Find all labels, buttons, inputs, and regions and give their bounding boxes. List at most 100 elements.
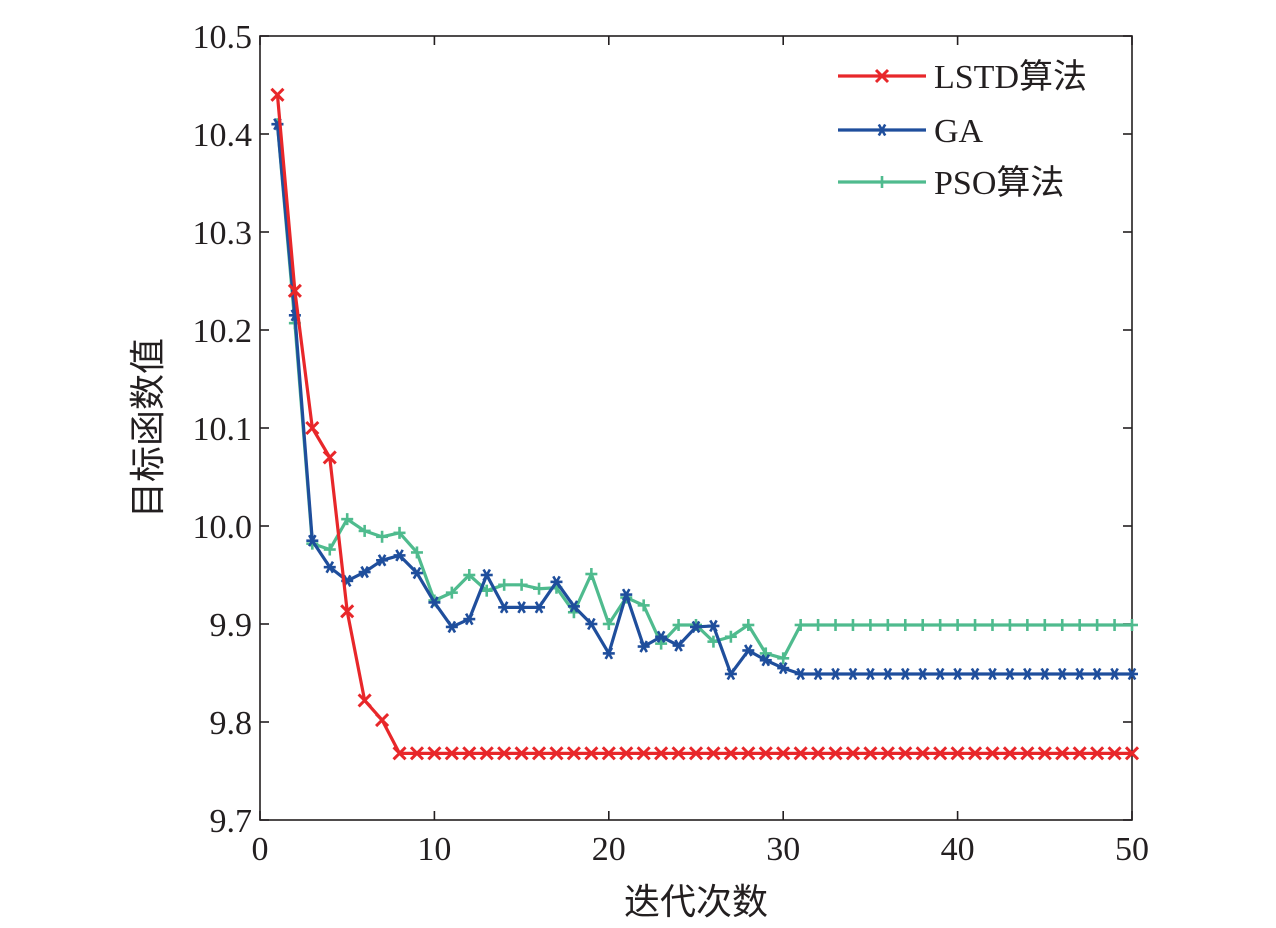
data-point-ga <box>881 667 894 681</box>
data-point-lstd <box>392 746 407 761</box>
data-point-pso <box>881 618 894 631</box>
data-point-lstd <box>636 746 651 761</box>
legend-label: PSO算法 <box>934 164 1064 202</box>
data-point-lstd <box>549 746 564 761</box>
series-pso <box>271 118 1138 665</box>
legend-item-lstd: LSTD算法 <box>838 58 1087 96</box>
data-point-ga <box>515 601 528 614</box>
data-point-lstd <box>1020 746 1035 761</box>
data-point-pso <box>759 647 772 660</box>
series-layer <box>270 87 1140 761</box>
data-point-ga <box>463 612 476 626</box>
data-point-pso <box>1021 618 1034 631</box>
data-point-pso <box>602 618 615 630</box>
data-point-pso <box>655 637 668 650</box>
x-tick-label: 20 <box>592 831 626 868</box>
data-point-lstd <box>671 746 686 761</box>
data-point-ga <box>812 667 825 681</box>
data-point-ga <box>829 667 842 681</box>
data-point-lstd <box>688 746 704 761</box>
data-point-ga <box>306 534 319 547</box>
series-line-pso <box>275 124 1132 660</box>
data-point-ga <box>969 667 982 681</box>
data-point-lstd <box>479 746 494 761</box>
data-point-lstd <box>357 693 372 708</box>
data-point-lstd <box>619 746 634 761</box>
x-tick-label: 40 <box>941 831 975 868</box>
data-point-ga <box>445 620 458 634</box>
data-point-pso <box>1003 618 1016 631</box>
data-point-lstd <box>723 746 738 761</box>
x-axis-title: 迭代次数 <box>624 882 768 923</box>
data-point-pso <box>1073 618 1086 631</box>
data-point-ga <box>707 619 720 633</box>
data-point-pso <box>498 578 511 591</box>
data-point-pso <box>1091 618 1104 631</box>
data-point-pso <box>951 618 964 631</box>
data-point-lstd <box>270 87 285 102</box>
data-point-pso <box>515 578 528 591</box>
data-point-pso <box>672 618 685 631</box>
data-point-lstd <box>898 746 913 761</box>
data-point-pso <box>323 543 336 556</box>
data-point-lstd <box>409 746 425 761</box>
data-point-pso <box>864 618 877 631</box>
series-ga <box>271 118 1138 681</box>
x-tick-label: 0 <box>252 831 269 868</box>
data-point-lstd <box>950 746 965 761</box>
x-tick-label: 50 <box>1115 831 1149 868</box>
data-point-pso <box>846 618 859 631</box>
legend-label: LSTD算法 <box>934 58 1087 96</box>
data-point-lstd <box>845 746 861 761</box>
data-point-ga <box>916 667 929 681</box>
data-point-ga <box>620 588 633 601</box>
data-point-ga <box>986 667 999 681</box>
data-point-ga <box>794 667 807 681</box>
data-point-lstd <box>758 746 773 761</box>
data-point-ga <box>498 601 511 614</box>
data-point-ga <box>602 647 615 660</box>
data-point-lstd <box>915 746 930 761</box>
data-point-lstd <box>863 746 878 761</box>
data-point-pso <box>934 618 947 631</box>
data-point-lstd <box>305 420 320 436</box>
y-tick-label: 10.2 <box>193 313 253 350</box>
data-point-ga <box>376 554 389 567</box>
y-tick-label: 10.5 <box>193 19 253 56</box>
data-point-ga <box>323 561 336 574</box>
data-point-lstd <box>793 746 808 761</box>
data-point-ga <box>1073 667 1086 681</box>
data-point-ga <box>899 667 912 681</box>
data-point-ga <box>864 667 877 681</box>
data-point-lstd <box>1107 746 1122 761</box>
legend-item-pso: PSO算法 <box>838 164 1064 202</box>
data-point-ga <box>1056 667 1069 681</box>
data-point-ga <box>550 575 563 589</box>
data-point-lstd <box>444 746 459 761</box>
data-point-ga <box>690 620 702 634</box>
y-tick-label: 9.8 <box>210 705 253 742</box>
data-point-ga <box>567 600 580 613</box>
legend: LSTD算法 GA PSO算法 <box>838 58 1087 202</box>
data-point-ga <box>480 568 493 582</box>
y-tick-label: 10.1 <box>193 411 253 448</box>
y-tick-label: 10.4 <box>193 117 253 154</box>
data-point-lstd <box>985 746 1000 761</box>
data-point-lstd <box>967 746 983 761</box>
data-point-pso <box>463 569 476 581</box>
x-tick-label: 30 <box>766 831 800 868</box>
data-point-ga <box>724 667 737 681</box>
data-point-lstd <box>880 746 895 761</box>
data-point-ga <box>585 617 598 631</box>
x-axis-ticks: 0 10 20 30 40 50 <box>252 36 1149 868</box>
data-point-lstd <box>566 746 581 761</box>
data-point-pso <box>410 546 423 559</box>
data-point-ga <box>777 661 790 675</box>
data-point-ga <box>846 667 859 681</box>
data-point-ga <box>1108 667 1121 681</box>
legend-marker <box>874 68 890 84</box>
data-point-ga <box>1003 667 1016 681</box>
data-point-pso <box>1126 618 1138 631</box>
data-point-lstd <box>497 746 512 761</box>
data-point-ga <box>1021 667 1034 681</box>
